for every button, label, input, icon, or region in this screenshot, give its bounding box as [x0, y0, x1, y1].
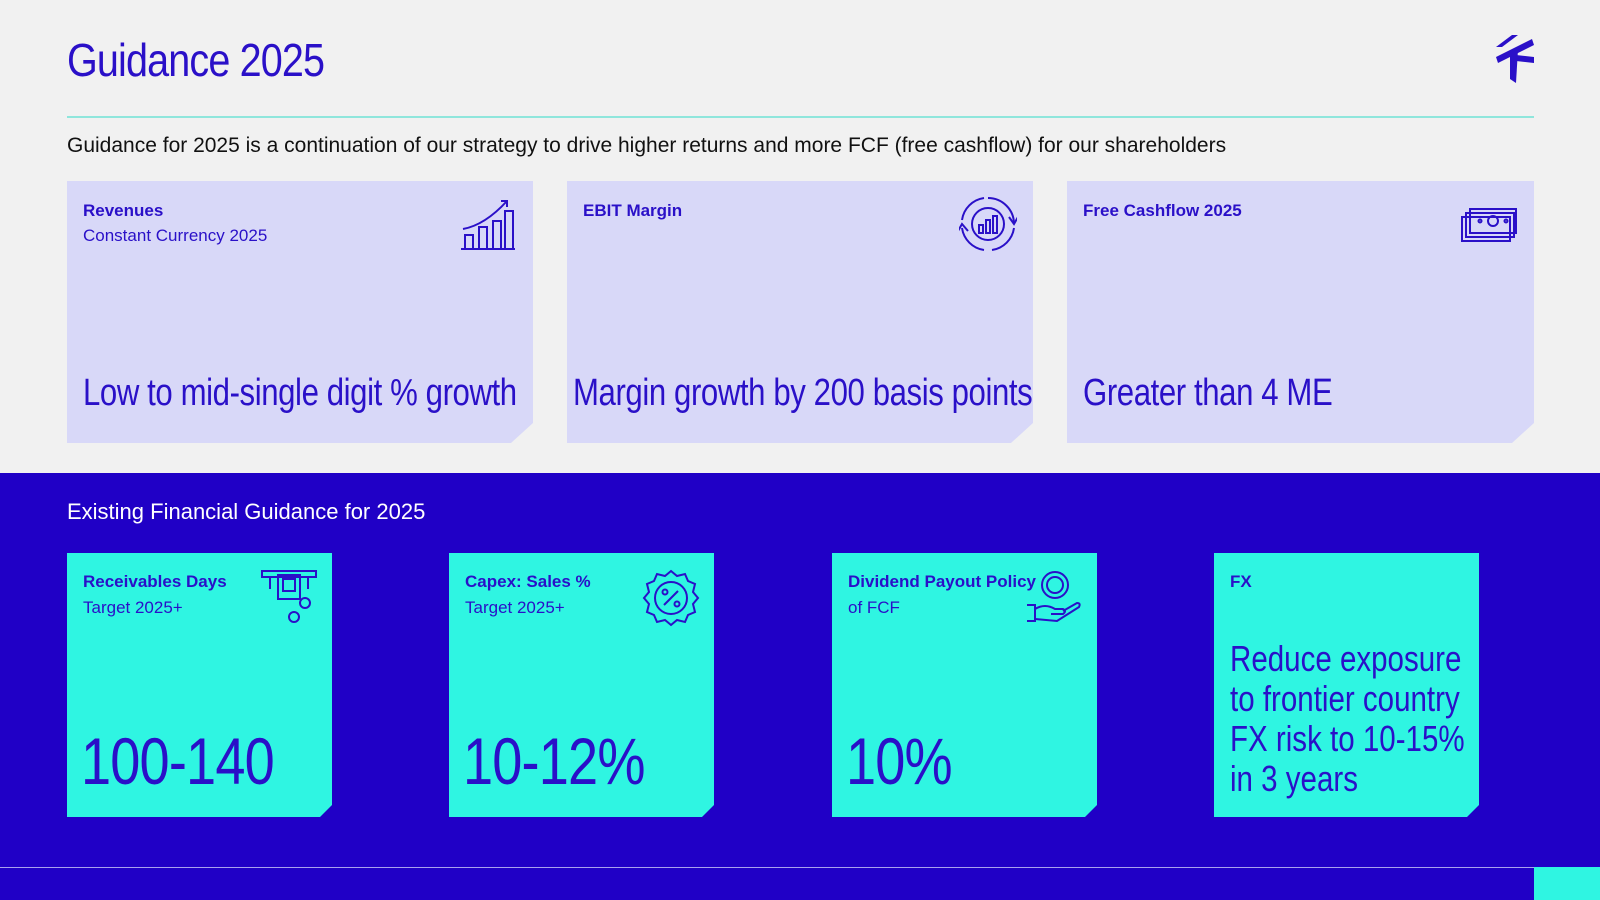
growth-chart-icon: [459, 195, 517, 253]
atm-cash-icon: [260, 569, 318, 627]
card-value: Greater than 4 ME: [1083, 372, 1333, 414]
tile-label: Dividend Payout Policy: [848, 572, 1036, 591]
tile-sublabel: Target 2025+: [465, 598, 565, 617]
capex-sales-tile: Capex: Sales % Target 2025+ 10-12%: [449, 553, 714, 817]
fx-tile: FX Reduce exposure to frontier country F…: [1214, 553, 1479, 817]
tile-sublabel: of FCF: [848, 598, 900, 617]
footer-bar: [0, 867, 1600, 900]
brand-logo-icon: [1496, 35, 1534, 83]
ebit-margin-card: EBIT Margin Margin growth by 200 basis p…: [567, 181, 1033, 443]
cycle-chart-icon: [959, 195, 1017, 253]
tile-label: Capex: Sales %: [465, 572, 591, 591]
page-title: Guidance 2025: [67, 34, 325, 86]
tile-sublabel: Target 2025+: [83, 598, 183, 617]
tile-label: FX: [1230, 572, 1252, 591]
tile-value: Reduce exposure to frontier country FX r…: [1230, 638, 1465, 799]
receivables-days-tile: Receivables Days Target 2025+ 100-140: [67, 553, 332, 817]
card-label: Free Cashflow 2025: [1083, 201, 1242, 220]
card-label: Revenues: [83, 201, 164, 220]
tile-label: Receivables Days: [83, 572, 227, 591]
card-value: Low to mid-single digit % growth: [83, 372, 517, 414]
free-cashflow-card: Free Cashflow 2025 Greater than 4 ME: [1067, 181, 1534, 443]
hand-coin-icon: [1025, 569, 1083, 627]
tile-value: 10%: [846, 724, 952, 798]
tile-value: 10-12%: [463, 724, 645, 798]
percent-badge-icon: [642, 569, 700, 627]
section-title: Existing Financial Guidance for 2025: [67, 499, 426, 524]
revenues-card: Revenues Constant Currency 2025 Low to m…: [67, 181, 533, 443]
banknotes-icon: [1460, 195, 1518, 253]
title-divider: [67, 116, 1534, 118]
card-sublabel: Constant Currency 2025: [83, 226, 268, 245]
card-label: EBIT Margin: [583, 201, 683, 220]
footer-accent: [1534, 867, 1600, 900]
dividend-payout-tile: Dividend Payout Policy of FCF 10%: [832, 553, 1097, 817]
tile-value: 100-140: [81, 724, 274, 798]
page-subtitle: Guidance for 2025 is a continuation of o…: [67, 134, 1227, 157]
card-value: Margin growth by 200 basis points (2%): [573, 372, 1105, 414]
